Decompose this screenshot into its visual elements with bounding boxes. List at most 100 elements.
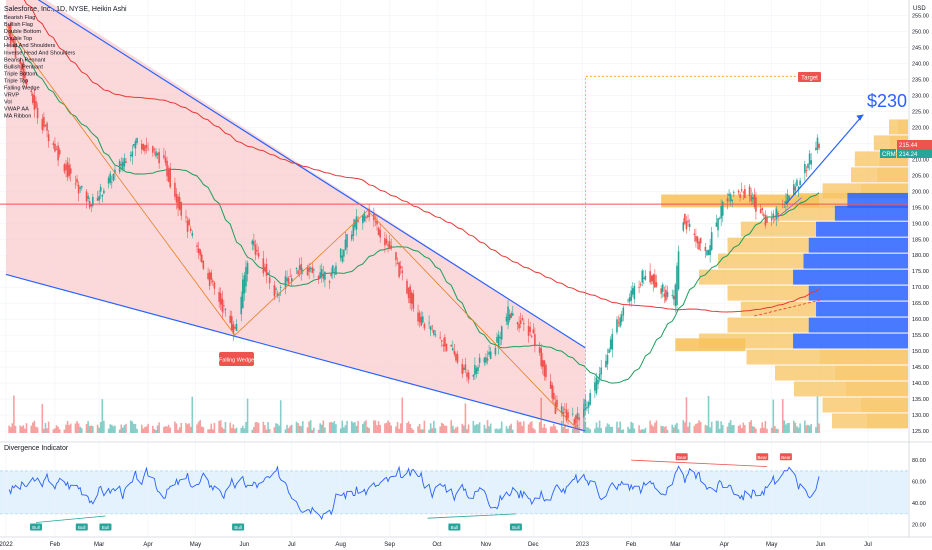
candle-body (273, 285, 276, 297)
volume-bar (489, 423, 492, 433)
volume-bar (290, 424, 293, 433)
candle-body (573, 419, 576, 425)
candle-body (721, 201, 724, 216)
candle-body (761, 207, 764, 211)
volume-bar (808, 425, 811, 433)
volume-bar (410, 428, 413, 433)
candle-body (478, 357, 481, 363)
time-tick-label: Jun (240, 542, 250, 548)
volume-bar (278, 425, 280, 433)
volume-bar (521, 425, 524, 433)
candle-body (523, 323, 525, 325)
volume-bar (598, 420, 601, 433)
indicator-item: Falling Wedge (4, 86, 40, 92)
ma-fast-line (8, 34, 820, 384)
candle-body (461, 363, 464, 374)
currency-label: USD (913, 6, 926, 12)
candle-body (661, 284, 664, 292)
volume-bar (706, 425, 708, 433)
candle-body (297, 270, 299, 275)
volume-bar (816, 396, 819, 433)
price-tick-label: 185.00 (912, 237, 929, 243)
candle-body (65, 164, 67, 171)
volume-bar (704, 424, 707, 433)
volume-bar (576, 424, 579, 433)
volume-profile-bar (803, 253, 908, 269)
volume-bar (696, 423, 699, 433)
volume-bar (158, 422, 160, 433)
candle-body (763, 214, 765, 216)
candle-body (30, 90, 33, 93)
candle-body (818, 144, 820, 148)
time-tick-label: Sep (384, 542, 395, 548)
candle-body (731, 199, 734, 202)
candle-body (431, 325, 434, 327)
volume-bar (306, 427, 309, 433)
bear-label: Bear (677, 455, 687, 460)
volume-profile-bar (860, 397, 908, 413)
candle-body (66, 162, 69, 178)
candle-body (46, 123, 48, 131)
candle-body (777, 212, 779, 215)
candle-body (54, 143, 56, 152)
volume-bar (499, 428, 501, 433)
candle-body (213, 282, 216, 289)
bull-badge (448, 523, 461, 531)
volume-profile-bar (740, 221, 817, 237)
candle-body (684, 213, 686, 224)
candle-body (709, 245, 711, 256)
volume-bar (254, 422, 257, 433)
volume-bar (663, 427, 666, 433)
candle-body (786, 193, 789, 204)
candle-body (103, 190, 105, 194)
volume-bar (641, 429, 644, 433)
volume-bar (210, 423, 213, 433)
volume-bar (418, 423, 421, 433)
volume-bar (69, 423, 72, 433)
candle-body (477, 367, 479, 372)
candle-body (815, 147, 817, 151)
target-badge (798, 72, 821, 82)
candle-body (505, 316, 508, 322)
volume-bar (423, 420, 426, 433)
volume-bar (750, 420, 752, 433)
volume-bar (466, 429, 468, 433)
volume-profile-bar (845, 381, 908, 397)
volume-bar (451, 425, 454, 433)
candle-body (387, 244, 389, 247)
volume-bar (763, 427, 765, 433)
volume-bar (510, 423, 513, 433)
volume-profile-bar (834, 205, 908, 221)
volume-bar (92, 426, 94, 433)
candle-body (77, 184, 80, 194)
candle-body (698, 241, 700, 250)
candle-body (770, 218, 773, 221)
volume-bar (464, 403, 467, 433)
volume-bar (516, 420, 519, 433)
candle-body (19, 59, 22, 64)
volume-bar (534, 429, 536, 433)
volume-bar (815, 427, 817, 433)
volume-bar (273, 427, 276, 433)
candle-body (354, 219, 356, 228)
volume-bar (794, 422, 797, 433)
volume-bar (587, 427, 590, 433)
volume-bar (562, 426, 565, 433)
candle-body (110, 182, 113, 184)
candle-body (429, 326, 432, 331)
osc-tick-label: 80.00 (912, 458, 926, 464)
candle-body (355, 216, 358, 230)
oscillator-band (0, 470, 908, 514)
volume-bar (742, 422, 745, 433)
candle-body (630, 290, 632, 301)
volume-bar (279, 400, 282, 433)
candle-body (129, 154, 132, 157)
candle-body (594, 382, 596, 391)
volume-bar (519, 421, 522, 433)
volume-bar (174, 421, 176, 433)
candle-body (417, 312, 419, 322)
volume-bar (699, 421, 702, 433)
candle-body (410, 292, 413, 304)
